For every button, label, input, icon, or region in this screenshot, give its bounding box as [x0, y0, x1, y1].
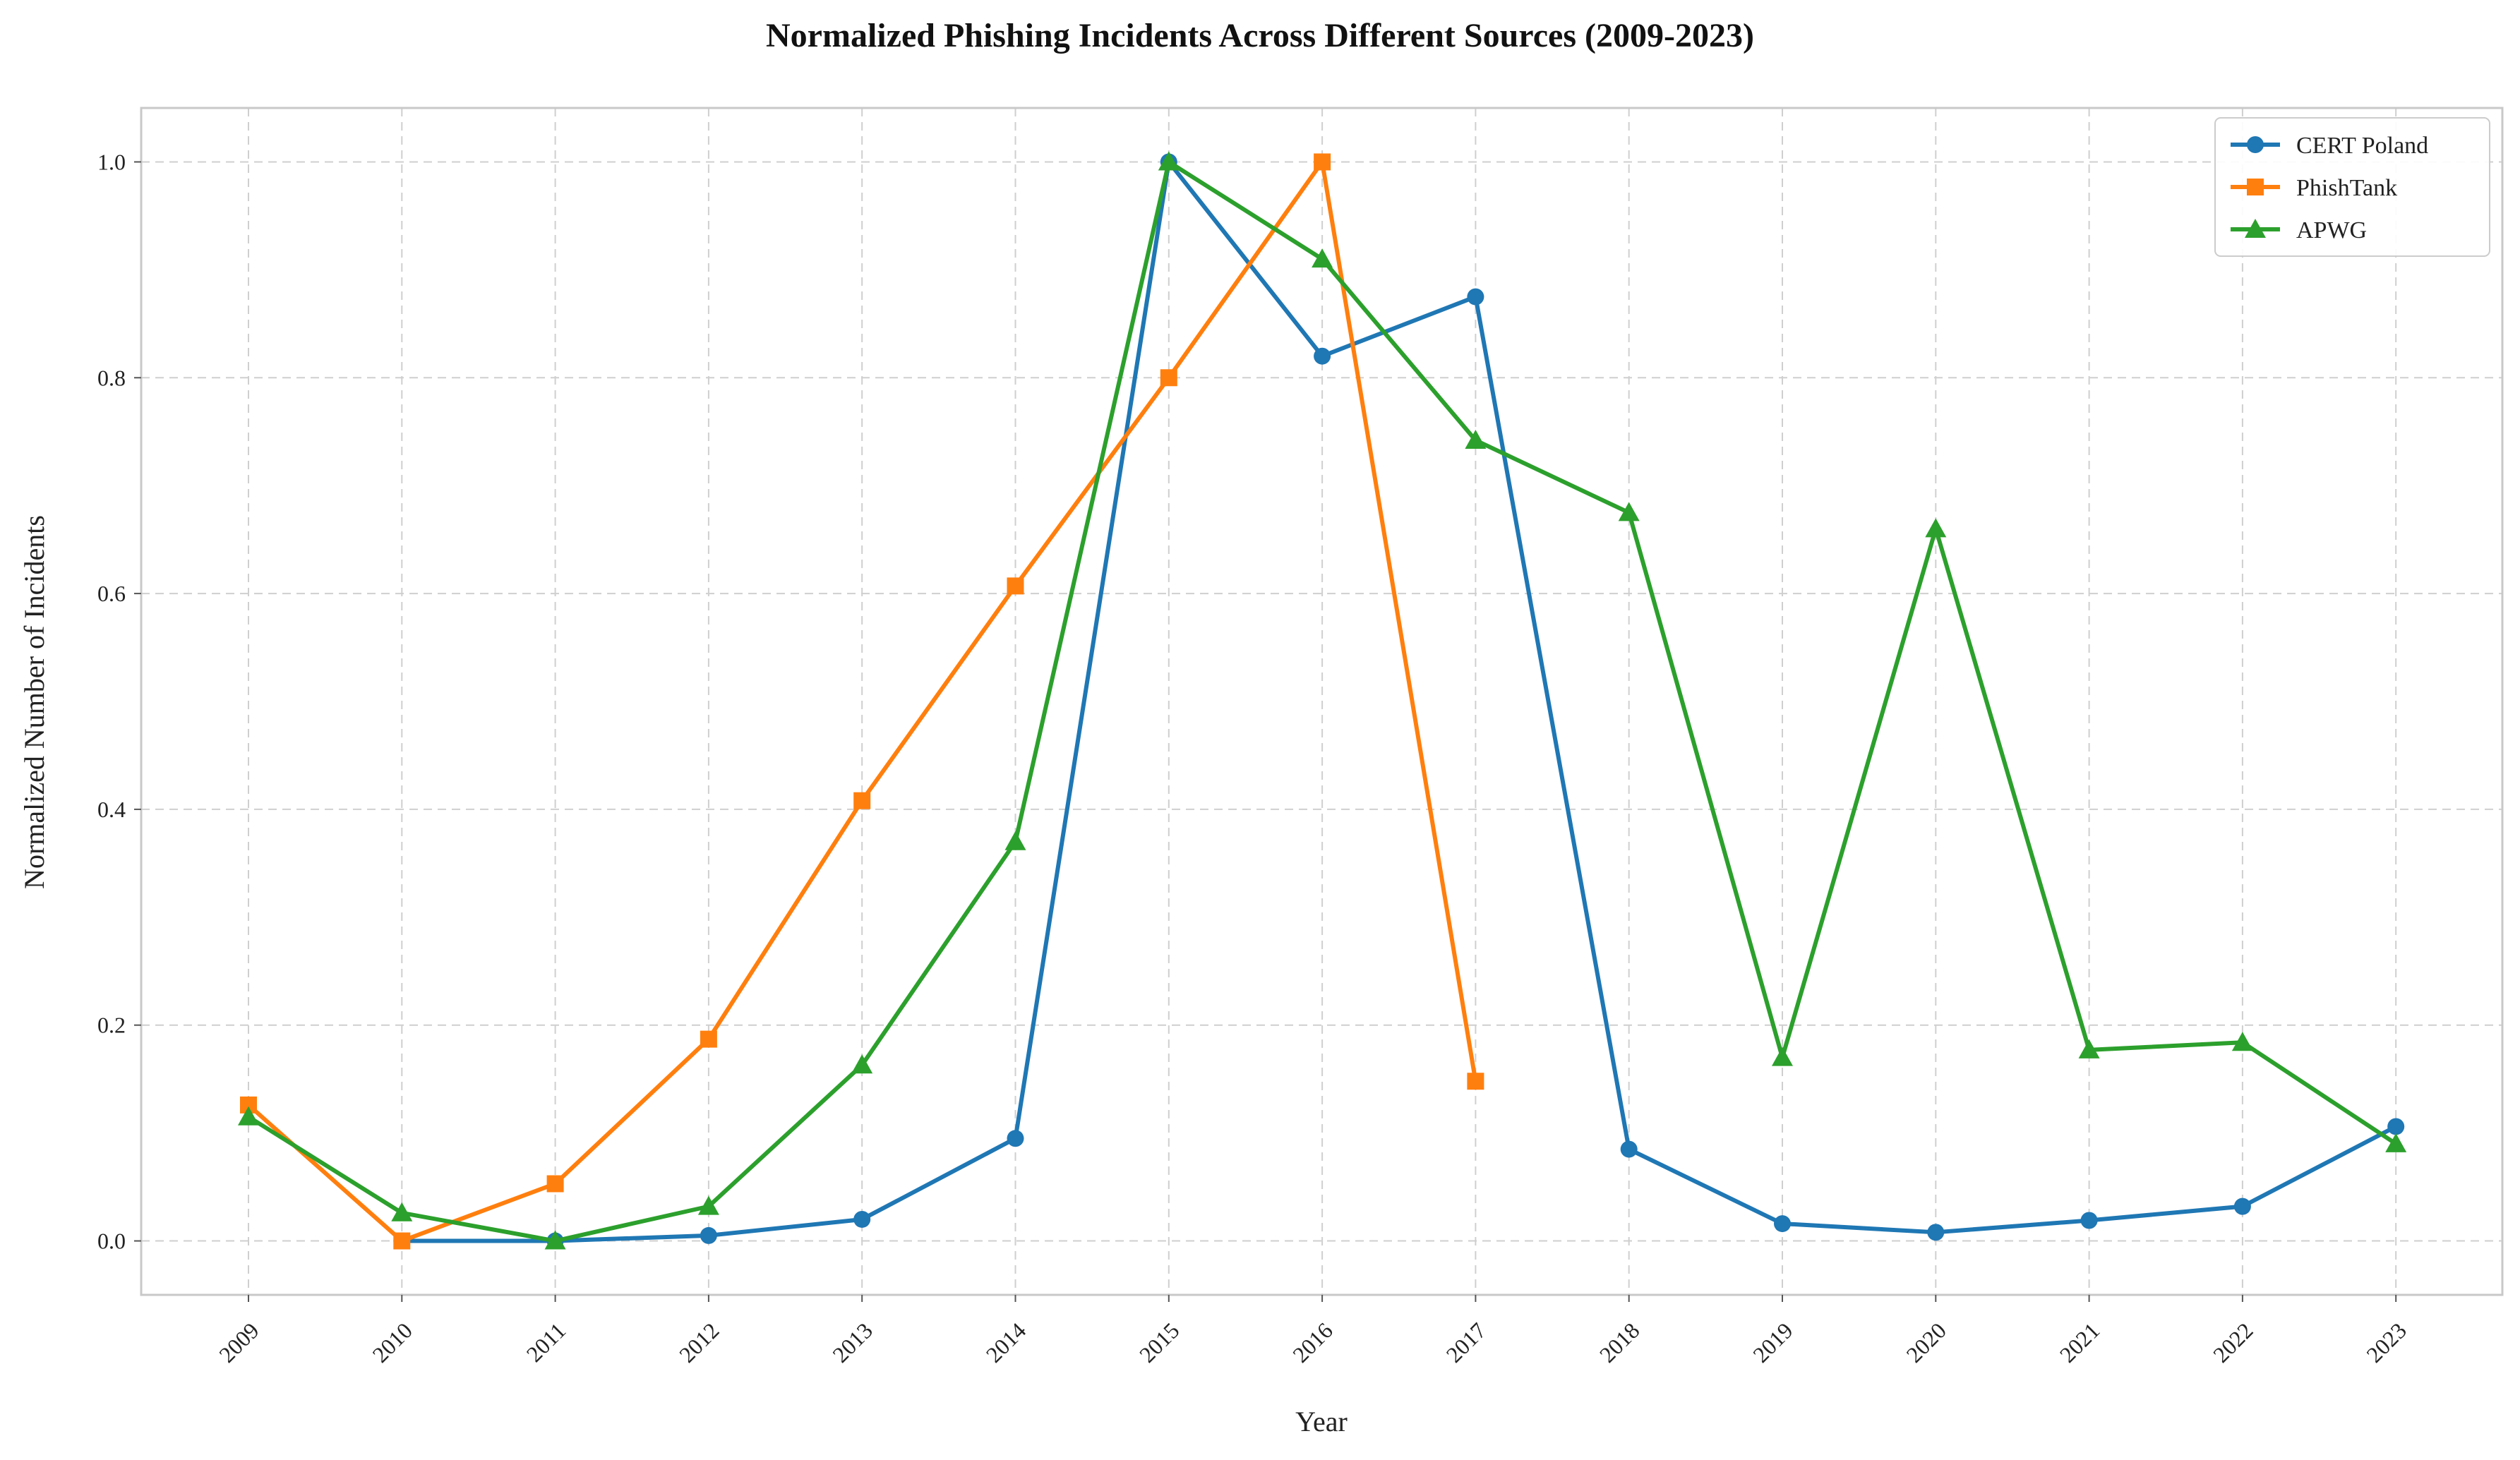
- series-apwg: [238, 151, 2407, 1250]
- series-layer: [238, 151, 2407, 1250]
- legend-label: PhishTank: [2296, 175, 2397, 201]
- data-point: [2078, 1039, 2100, 1058]
- data-point: [1007, 577, 1024, 595]
- data-point: [2233, 1197, 2251, 1215]
- y-tick-label: 1.0: [97, 149, 126, 174]
- chart-title: Normalized Phishing Incidents Across Dif…: [766, 17, 1754, 54]
- data-point: [1465, 429, 1487, 449]
- y-tick-label: 0.2: [97, 1013, 126, 1038]
- y-tick-label: 0.8: [97, 365, 126, 390]
- series-line: [400, 159, 2399, 1243]
- legend-label: CERT Poland: [2296, 133, 2428, 159]
- x-tick-label: 2018: [1595, 1317, 1645, 1368]
- x-tick-label: 2012: [674, 1317, 724, 1368]
- data-point: [1314, 347, 1331, 365]
- data-point: [393, 1232, 411, 1250]
- data-point: [1618, 502, 1640, 521]
- data-point: [2080, 1212, 2098, 1229]
- data-point: [1467, 1073, 1484, 1090]
- data-point: [238, 1106, 259, 1126]
- legend-marker: [2247, 136, 2264, 153]
- x-tick-label: 2016: [1288, 1317, 1338, 1368]
- data-point: [851, 1054, 873, 1074]
- x-tick-label: 2015: [1134, 1317, 1184, 1368]
- data-point: [853, 1210, 871, 1228]
- x-tick-label: 2019: [1748, 1317, 1798, 1368]
- data-point: [2231, 1032, 2253, 1051]
- data-point: [1620, 1140, 1638, 1158]
- x-tick-label: 2023: [2361, 1317, 2411, 1368]
- data-point: [1925, 518, 1947, 538]
- data-point: [546, 1175, 564, 1193]
- x-tick-label: 2009: [214, 1317, 264, 1368]
- x-tick-label: 2022: [2208, 1317, 2258, 1368]
- data-point: [700, 1030, 717, 1048]
- y-axis-label: Normalized Number of Incidents: [18, 515, 50, 889]
- data-point: [1007, 1130, 1024, 1147]
- y-tick-labels: 0.0 0.2 0.4 0.6 0.8 1.0: [97, 149, 141, 1254]
- y-tick-label: 0.4: [97, 797, 126, 822]
- series-cert-poland: [393, 153, 2405, 1250]
- x-tick-label: 2011: [522, 1317, 571, 1367]
- x-tick-label: 2017: [1441, 1317, 1491, 1368]
- x-axis-label: Year: [1295, 1406, 1348, 1437]
- data-point: [1927, 1224, 1945, 1241]
- y-tick-label: 0.0: [97, 1229, 126, 1254]
- data-point: [544, 1230, 566, 1250]
- data-point: [1158, 151, 1180, 171]
- grid-lines: [141, 108, 2502, 1295]
- data-point: [1774, 1215, 1791, 1233]
- data-point: [1467, 288, 1484, 306]
- legend-label: APWG: [2296, 217, 2367, 243]
- data-point: [1160, 369, 1177, 387]
- legend-marker: [2247, 179, 2264, 195]
- y-tick-label: 0.6: [97, 581, 126, 606]
- data-point: [1772, 1046, 1793, 1066]
- legend: CERT Poland PhishTank APWG: [2214, 117, 2490, 257]
- x-tick-label: 2013: [827, 1317, 877, 1368]
- data-point: [697, 1195, 719, 1215]
- x-tick-label: 2021: [2055, 1317, 2105, 1368]
- data-point: [1314, 153, 1331, 171]
- legend-box: [2214, 117, 2490, 257]
- data-point: [1312, 248, 1333, 268]
- x-tick-label: 2020: [1901, 1317, 1951, 1368]
- data-point: [2385, 1133, 2407, 1152]
- data-point: [2387, 1118, 2405, 1135]
- data-point: [853, 792, 871, 809]
- x-tick-label: 2014: [981, 1317, 1031, 1368]
- x-tick-label: 2010: [367, 1317, 417, 1368]
- data-point: [1004, 831, 1026, 850]
- x-tick-labels: 2009 2010 2011 2012 2013 2014 2015 2016 2017 2018…: [214, 1295, 2411, 1368]
- data-point: [391, 1202, 413, 1221]
- data-point: [700, 1226, 717, 1244]
- legend-marker: [2245, 219, 2266, 238]
